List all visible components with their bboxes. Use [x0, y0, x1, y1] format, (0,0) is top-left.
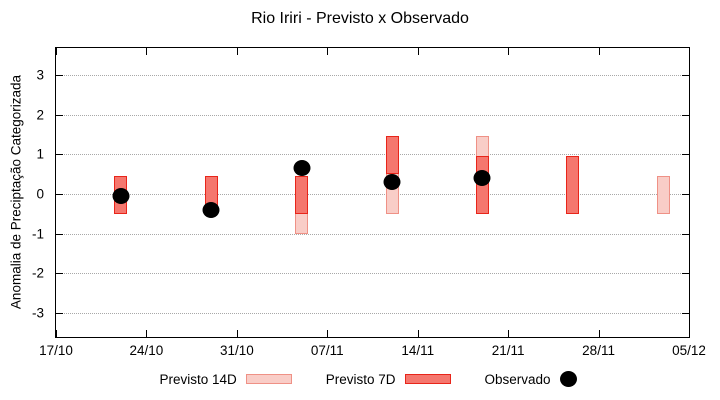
- legend-item-previsto-14d: Previsto 14D: [159, 371, 292, 387]
- y-tick-mark: [56, 193, 63, 195]
- observado-point: [293, 160, 311, 177]
- previsto-7d-bar: [295, 176, 309, 214]
- gridline: [56, 114, 689, 116]
- x-tick-label: 21/11: [491, 343, 525, 358]
- x-tick-mark: [508, 48, 510, 55]
- x-tick-mark: [56, 330, 57, 337]
- x-tick-mark: [689, 48, 690, 55]
- y-tick-mark: [682, 114, 689, 116]
- legend: Previsto 14D Previsto 7D Observado: [0, 371, 720, 387]
- y-tick-mark: [682, 313, 689, 315]
- x-tick-mark: [327, 330, 329, 337]
- plot-area: [55, 47, 690, 338]
- legend-label: Observado: [484, 371, 551, 387]
- x-tick-label: 14/11: [401, 343, 435, 358]
- previsto-7d-bar: [566, 156, 580, 214]
- y-tick-mark: [56, 114, 63, 116]
- observado-point: [473, 170, 491, 187]
- y-tick-mark: [682, 193, 689, 195]
- previsto-14d-swatch: [245, 374, 292, 384]
- x-tick-label: 28/11: [582, 343, 615, 358]
- x-tick-mark: [236, 330, 238, 337]
- previsto-7d-bar: [385, 136, 399, 175]
- x-tick-label: 05/12: [672, 343, 706, 358]
- y-tick-label: 3: [36, 67, 44, 83]
- x-tick-mark: [598, 48, 600, 55]
- gridline: [56, 313, 689, 315]
- observado-point: [202, 201, 220, 218]
- legend-item-previsto-7d: Previsto 7D: [326, 372, 451, 387]
- y-tick-label: 2: [36, 107, 44, 123]
- observado-point: [112, 187, 130, 204]
- x-tick-label: 31/10: [219, 343, 254, 358]
- x-tick-mark: [417, 330, 419, 337]
- x-tick-mark: [598, 330, 600, 337]
- y-tick-mark: [682, 273, 689, 275]
- legend-label: Previsto 7D: [325, 371, 396, 387]
- x-tick-label: 24/10: [129, 343, 164, 358]
- observado-swatch: [559, 371, 577, 387]
- x-tick-mark: [327, 48, 329, 55]
- x-tick-mark: [146, 330, 148, 337]
- gridline: [56, 74, 689, 76]
- gridline: [56, 193, 689, 195]
- x-tick-mark: [56, 48, 57, 55]
- y-tick-label: -2: [31, 265, 44, 281]
- y-tick-mark: [682, 154, 689, 156]
- y-tick-mark: [56, 273, 63, 275]
- x-tick-mark: [689, 330, 690, 337]
- x-axis: 17/10 24/10 31/10 07/11 14/11 21/11 28/11 05/12: [0, 343, 720, 361]
- previsto-7d-swatch: [404, 374, 451, 384]
- y-axis: 3 2 1 0 -1 -2 -3: [0, 48, 50, 337]
- y-tick-mark: [682, 74, 689, 76]
- y-tick-label: -1: [31, 226, 44, 242]
- x-tick-mark: [417, 48, 419, 55]
- y-tick-mark: [682, 233, 689, 235]
- gridline: [56, 154, 689, 156]
- y-tick-label: 1: [36, 146, 44, 162]
- chart-title: Rio Iriri - Previsto x Observado: [251, 10, 469, 27]
- gridline: [56, 233, 689, 235]
- y-tick-mark: [56, 154, 63, 156]
- y-tick-mark: [56, 233, 63, 235]
- previsto-14d-bar: [656, 176, 670, 214]
- legend-item-observado: Observado: [485, 371, 577, 387]
- x-tick-label: 07/11: [310, 343, 344, 358]
- y-tick-label: 0: [36, 186, 44, 202]
- y-tick-label: -3: [31, 305, 44, 321]
- gridline: [56, 273, 689, 275]
- observado-point: [383, 174, 401, 191]
- x-tick-mark: [508, 330, 510, 337]
- x-tick-mark: [146, 48, 148, 55]
- x-tick-label: 17/10: [39, 343, 73, 358]
- x-tick-mark: [236, 48, 238, 55]
- y-tick-mark: [56, 313, 63, 315]
- y-tick-mark: [56, 74, 63, 76]
- legend-label: Previsto 14D: [159, 371, 237, 387]
